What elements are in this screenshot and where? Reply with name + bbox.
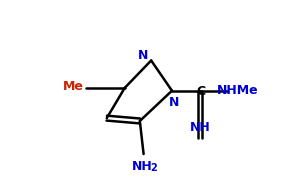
Text: N: N (169, 96, 179, 108)
Text: 2: 2 (151, 163, 157, 173)
Text: Me: Me (63, 81, 84, 93)
Text: NH: NH (190, 121, 211, 134)
Text: NH: NH (132, 160, 153, 173)
Text: C: C (197, 85, 206, 98)
Text: NHMe: NHMe (217, 84, 259, 97)
Text: N: N (137, 49, 148, 62)
